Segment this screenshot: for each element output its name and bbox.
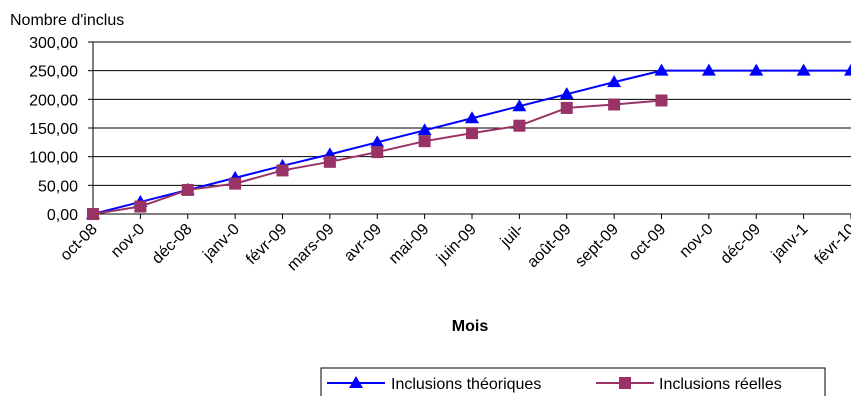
data-point-square <box>323 155 336 168</box>
x-tick-label: mars-09 <box>284 221 338 275</box>
x-tick-label: avr-09 <box>341 221 385 265</box>
y-tick-label: 100,00 <box>29 150 78 167</box>
series-group <box>86 63 851 220</box>
x-tick-label: oct-08 <box>57 221 101 265</box>
legend-marker-square <box>619 377 631 389</box>
x-tick-label: oct-09 <box>626 221 670 265</box>
data-point-triangle <box>749 63 764 76</box>
x-tick-label: juil- <box>497 221 527 251</box>
x-axis-label: Mois <box>452 318 489 335</box>
x-tick-label: déc-08 <box>149 221 196 268</box>
x-tick-label: nov-0 <box>108 221 148 261</box>
y-axis-label: Nombre d'inclus <box>10 12 124 29</box>
data-point-triangle <box>701 63 716 76</box>
y-tick-label: 50,00 <box>38 178 78 195</box>
x-tick-label: sept-09 <box>572 221 622 271</box>
y-tick-label: 200,00 <box>29 92 78 109</box>
y-tick-label: 150,00 <box>29 121 78 138</box>
legend-marker-triangle <box>349 376 363 388</box>
data-point-square <box>87 208 99 220</box>
data-point-square <box>513 119 526 132</box>
x-tick-label: févr-09 <box>243 221 290 268</box>
x-tick-label: nov-0 <box>676 221 716 261</box>
x-tick-label: janv-0 <box>199 221 243 265</box>
data-point-triangle <box>370 135 385 148</box>
data-point-square <box>418 135 431 148</box>
data-point-triangle <box>607 75 622 88</box>
data-point-triangle <box>465 111 479 124</box>
y-tick-label: 0,00 <box>47 207 78 224</box>
x-tick-label: mai-09 <box>386 221 433 268</box>
data-point-triangle <box>559 87 574 100</box>
data-point-square <box>181 183 194 196</box>
y-tick-label: 300,00 <box>29 35 78 52</box>
data-point-triangle <box>796 63 811 76</box>
data-point-square <box>655 94 668 107</box>
legend-label: Inclusions réelles <box>659 376 782 393</box>
legend-box <box>320 367 826 396</box>
data-point-square <box>371 146 384 159</box>
x-tick-label: déc-09 <box>717 221 764 268</box>
data-point-square <box>466 127 478 140</box>
legend-label: Inclusions théoriques <box>391 376 541 393</box>
data-point-triangle <box>512 99 527 112</box>
data-point-square <box>560 101 573 114</box>
x-tick-label: janv-1 <box>768 221 812 265</box>
data-point-triangle <box>844 63 851 76</box>
legend: Inclusions théoriques Inclusions réelles <box>320 367 826 396</box>
x-tick-label: févr-10 <box>812 221 851 268</box>
data-point-square <box>229 177 242 190</box>
data-point-triangle <box>417 123 432 136</box>
data-point-square <box>276 164 289 177</box>
data-point-triangle <box>654 63 669 76</box>
x-tick-label: juin-09 <box>433 221 480 268</box>
x-tick-label: août-09 <box>524 221 574 271</box>
y-tick-labels: 0,00 50,00 100,00 150,00 200,00 250,00 300,00 <box>29 35 78 224</box>
data-point-square <box>608 98 621 111</box>
y-tick-label: 250,00 <box>29 64 78 81</box>
series-line <box>92 69 851 215</box>
data-point-square <box>134 200 147 213</box>
